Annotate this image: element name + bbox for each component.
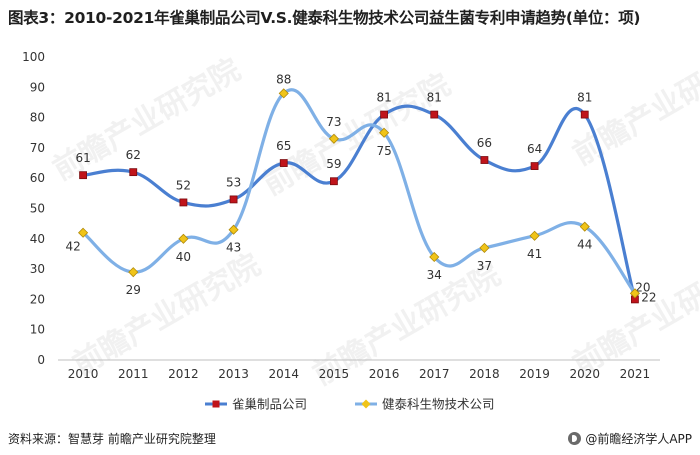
data-label: 61	[75, 151, 90, 165]
data-point-marker	[229, 195, 238, 204]
data-point-marker	[530, 162, 539, 170]
x-tick-label: 2019	[519, 367, 550, 381]
x-tick-label: 2021	[620, 367, 651, 381]
y-tick-label: 20	[30, 292, 45, 306]
data-point-marker	[178, 233, 189, 244]
data-label: 44	[577, 238, 592, 252]
y-tick-label: 60	[30, 171, 45, 185]
data-point-marker	[580, 110, 589, 119]
data-point-marker	[430, 110, 439, 119]
chart-title: 图表3：2010-2021年雀巢制品公司V.S.健泰科生物技术公司益生菌专利申请…	[8, 9, 641, 27]
data-point-marker	[330, 177, 338, 186]
x-tick-label: 2012	[168, 367, 199, 381]
data-point-marker	[278, 88, 289, 99]
data-label: 52	[176, 178, 191, 192]
brand-credit: @前瞻经济学人APP	[568, 430, 692, 447]
data-point-marker	[379, 127, 390, 138]
data-point-marker	[579, 221, 590, 232]
data-label: 42	[65, 240, 80, 254]
x-tick-label: 2018	[469, 367, 500, 381]
data-label: 65	[276, 139, 291, 153]
data-point-marker	[380, 110, 388, 119]
data-point-marker	[179, 198, 188, 207]
brand-logo-icon	[568, 432, 582, 445]
data-label: 75	[376, 144, 391, 158]
data-label: 37	[477, 259, 492, 273]
data-point-marker	[480, 156, 489, 164]
data-label: 59	[326, 157, 341, 171]
y-tick-label: 80	[30, 111, 45, 125]
data-point-marker	[328, 133, 339, 144]
x-tick-label: 2011	[118, 367, 149, 381]
x-tick-label: 2010	[68, 367, 99, 381]
series-line-0	[81, 104, 637, 301]
data-label: 81	[577, 91, 592, 105]
data-point-marker	[629, 288, 640, 299]
data-point-marker	[78, 227, 89, 238]
data-point-marker	[529, 230, 540, 241]
x-tick-label: 2017	[419, 367, 450, 381]
data-point-marker	[228, 224, 239, 235]
data-label: 34	[427, 268, 442, 282]
x-tick-label: 2016	[369, 367, 400, 381]
data-label: 43	[226, 241, 241, 255]
legend-label: 雀巢制品公司	[232, 397, 307, 412]
data-label: 20	[635, 280, 650, 294]
data-point-marker	[429, 251, 440, 263]
source-note: 资料来源：智慧芽 前瞻产业研究院整理	[8, 432, 216, 446]
y-tick-label: 40	[30, 232, 45, 246]
brand-text: @前瞻经济学人APP	[585, 432, 692, 446]
data-point-marker	[79, 171, 87, 180]
data-label: 66	[477, 136, 492, 150]
data-label: 41	[527, 247, 542, 261]
data-label: 53	[226, 175, 241, 189]
y-tick-label: 70	[30, 141, 45, 155]
data-point-marker	[129, 168, 138, 177]
data-point-marker	[128, 267, 139, 278]
data-label: 88	[276, 72, 291, 86]
x-tick-label: 2020	[569, 367, 600, 381]
data-label: 40	[176, 250, 191, 264]
y-tick-label: 50	[30, 202, 45, 216]
data-label: 81	[427, 91, 442, 105]
x-tick-label: 2015	[319, 367, 350, 381]
data-label: 73	[326, 115, 341, 129]
data-label: 62	[126, 148, 141, 162]
y-tick-label: 30	[30, 262, 45, 276]
y-tick-label: 100	[22, 50, 45, 64]
data-point-marker	[479, 242, 490, 253]
line-chart: 0 10 20 30 40 50 60 70 80 90 100 2010 2011 2012 2013 20…	[22, 50, 660, 412]
y-tick-label: 0	[37, 353, 45, 367]
data-label: 64	[527, 142, 542, 156]
data-label: 29	[126, 283, 141, 297]
data-label: 22	[641, 290, 656, 304]
y-tick-label: 10	[30, 323, 45, 337]
y-tick-label: 90	[30, 80, 45, 94]
x-tick-label: 2014	[268, 367, 299, 381]
data-label: 81	[376, 91, 391, 105]
legend-label: 健泰科生物技术公司	[382, 397, 495, 412]
legend-marker	[361, 399, 371, 409]
legend-marker	[212, 400, 220, 408]
x-tick-label: 2013	[218, 367, 249, 381]
data-point-marker	[279, 159, 288, 167]
